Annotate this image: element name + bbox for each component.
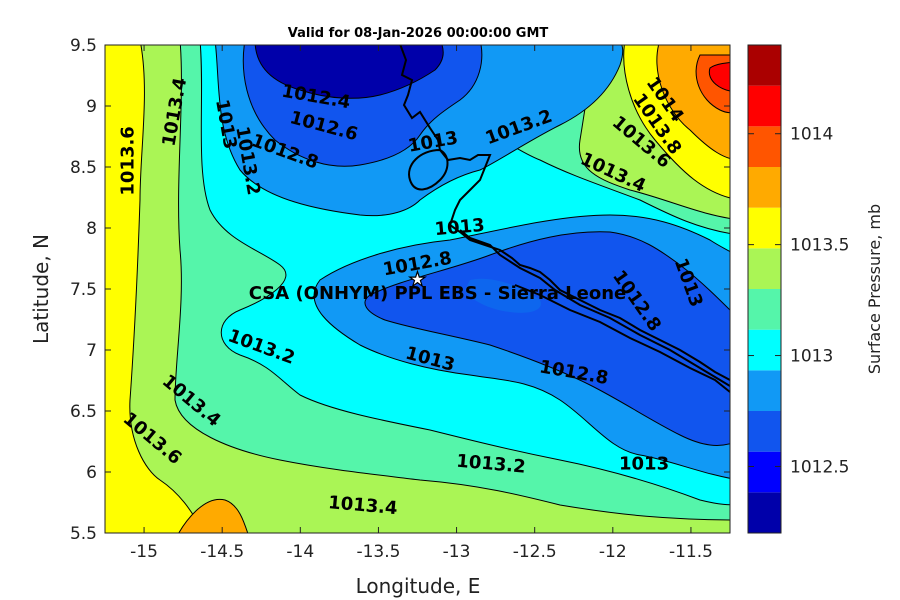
x-tick-label: -12 [599,542,627,562]
y-tick-label: 5.5 [70,524,97,544]
contour-band-1012.4 [254,45,444,99]
pressure-field [105,45,730,533]
colorbar-swatch [748,492,781,533]
station-group: ★ CSA (ONHYM) PPL EBS - Sierra Leone [249,267,626,305]
colorbar-swatch [748,411,781,452]
x-tick-label: -14 [286,542,314,562]
coastline [399,45,730,393]
dark-patch [465,278,541,313]
contour-label: 1013 [619,454,669,475]
y-tick-label: 8 [86,219,97,239]
colorbar-frame [747,44,782,534]
x-tick-label: -12.5 [513,542,557,562]
colorbar-tick-label: 1014 [790,125,833,145]
y-tick-label: 7 [86,341,97,361]
colorbar-swatch [748,85,781,127]
contour-band-1013.8-south [178,498,249,533]
y-tick-label: 7.5 [70,280,97,300]
y-tick-label: 8.5 [70,158,97,178]
x-tick-label: -15 [130,542,158,562]
map-title: Valid for 08-Jan-2026 00:00:00 GMT [288,26,549,41]
y-tick-label: 9.5 [70,36,97,56]
contour-band-1014.2 [708,61,730,92]
contour-label: 1013.6 [117,126,138,195]
colorbar-label: Surface Pressure, mb [865,204,884,374]
colorbar-swatch [748,248,781,289]
colorbar-swatch [748,289,781,330]
colorbar-swatch [748,451,781,493]
colorbar-swatch [748,167,781,208]
colorbar: 1012.5 1013 1013.5 1014 [748,45,849,533]
x-tick-label: -13 [443,542,471,562]
x-tick-label: -14.5 [200,542,244,562]
colorbar-swatch [748,207,781,249]
y-axis-ticks: 5.5 6 6.5 7 7.5 8 8.5 9 9.5 [70,36,730,544]
y-tick-label: 6.5 [70,402,97,422]
colorbar-tick-label: 1012.5 [790,457,849,477]
colorbar-swatch [748,45,781,86]
x-axis-label: Longitude, E [356,574,481,598]
star-icon: ★ [409,267,427,291]
contour-label: 1013 [434,215,486,240]
station-label: CSA (ONHYM) PPL EBS - Sierra Leone [249,283,626,304]
y-axis-label: Latitude, N [29,234,53,344]
y-tick-label: 9 [86,97,97,117]
colorbar-swatch [748,329,781,371]
colorbar-swatch [748,370,781,411]
x-tick-label: -11.5 [669,542,713,562]
x-tick-label: -13.5 [356,542,400,562]
y-tick-label: 6 [86,463,97,483]
colorbar-swatch [748,126,781,167]
x-axis-ticks: -15 -14.5 -14 -13.5 -13 -12.5 -12 -11.5 [130,45,713,562]
colorbar-tick-label: 1013 [790,347,833,367]
colorbar-tick-label: 1013.5 [790,236,849,256]
contour-band-1012.6-south [364,231,730,446]
contour-band-1013.6-west [105,45,206,533]
